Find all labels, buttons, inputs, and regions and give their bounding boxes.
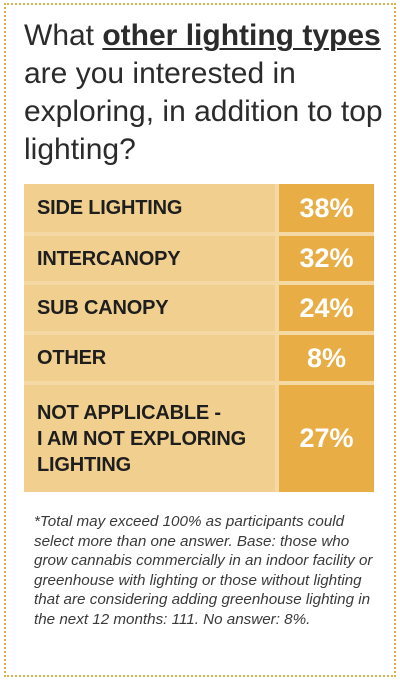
question-tail: are you interested in exploring, in addi… xyxy=(24,57,383,166)
table-row: INTERCANOPY 32% xyxy=(24,236,374,281)
footnote: *Total may exceed 100% as participants c… xyxy=(34,513,373,628)
table-row: SIDE LIGHTING 38% xyxy=(24,184,374,232)
percent-value: 8% xyxy=(279,335,374,381)
category-label: OTHER xyxy=(24,335,275,381)
dotted-border-frame xyxy=(4,3,396,677)
table-row: OTHER 8% xyxy=(24,335,374,381)
percent-value: 38% xyxy=(279,184,374,232)
category-label: INTERCANOPY xyxy=(24,236,275,281)
percent-value: 24% xyxy=(279,285,374,331)
table-row: SUB CANOPY 24% xyxy=(24,285,374,331)
category-label: NOT APPLICABLE - I AM NOT EXPLORING LIGH… xyxy=(24,385,275,492)
survey-question: What other lighting types are you intere… xyxy=(24,17,384,169)
percent-value: 32% xyxy=(279,236,374,281)
table-row: NOT APPLICABLE - I AM NOT EXPLORING LIGH… xyxy=(24,385,374,492)
results-table: SIDE LIGHTING 38% INTERCANOPY 32% SUB CA… xyxy=(24,184,374,492)
category-label: SIDE LIGHTING xyxy=(24,184,275,232)
question-lead: What xyxy=(24,19,103,52)
question-highlight: other lighting types xyxy=(102,19,381,52)
category-label: SUB CANOPY xyxy=(24,285,275,331)
percent-value: 27% xyxy=(279,385,374,492)
